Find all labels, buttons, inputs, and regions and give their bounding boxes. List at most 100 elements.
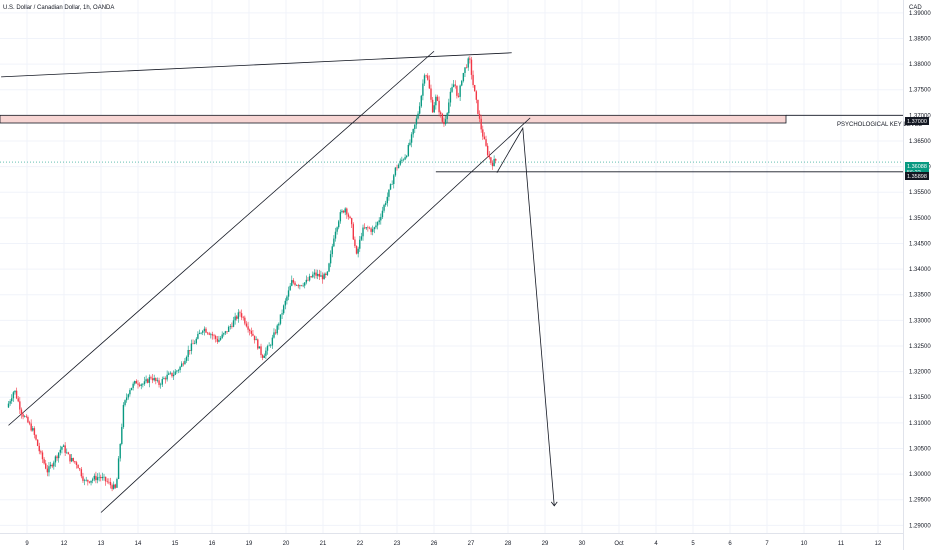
candle-body bbox=[159, 384, 162, 386]
candle-body bbox=[279, 314, 282, 324]
time-tick-label: 27 bbox=[468, 541, 475, 547]
candle-body bbox=[383, 204, 385, 211]
candle-body bbox=[490, 157, 492, 163]
candle-body bbox=[125, 397, 128, 401]
key-level-label: PSYCHOLOGICAL KEY LEVEL bbox=[837, 122, 923, 128]
price-axis[interactable]: 1.39000 1.38500 1.38000 1.37500 1.37000 1.365… bbox=[909, 11, 931, 530]
candle-body bbox=[440, 112, 442, 114]
price-tick-label: 1.37000 bbox=[909, 113, 931, 119]
price-tick-label: 1.38500 bbox=[909, 36, 931, 42]
candle-body bbox=[323, 273, 325, 280]
candle-body bbox=[435, 96, 437, 106]
candle-body bbox=[240, 313, 243, 318]
candle-body bbox=[297, 285, 299, 287]
candle-body bbox=[376, 222, 379, 226]
candle-body bbox=[23, 416, 26, 417]
candle-body bbox=[344, 208, 346, 213]
time-tick-label: 12 bbox=[61, 541, 68, 547]
candle-body bbox=[247, 326, 249, 330]
price-tick-label: 1.34500 bbox=[909, 241, 931, 247]
candle-body bbox=[190, 343, 193, 351]
time-tick-label: 13 bbox=[98, 541, 105, 547]
candle-body bbox=[406, 155, 408, 158]
candle-body bbox=[401, 159, 403, 161]
candle-body bbox=[452, 84, 455, 88]
lower-channel-line bbox=[100, 117, 531, 513]
candle-body bbox=[19, 401, 21, 410]
candle-body bbox=[127, 394, 129, 398]
candle-body bbox=[208, 333, 210, 335]
time-tick-label: 23 bbox=[394, 541, 401, 547]
candle-body bbox=[373, 227, 376, 230]
candle-body bbox=[232, 320, 235, 327]
support-level-value: 1.35898 bbox=[907, 174, 927, 180]
candle-body bbox=[318, 273, 320, 277]
candle-body bbox=[164, 378, 167, 380]
candle-body bbox=[295, 285, 298, 286]
candle-body bbox=[359, 239, 361, 249]
candle-body bbox=[378, 220, 380, 223]
candle-body bbox=[33, 428, 36, 435]
candle-body bbox=[420, 95, 422, 107]
candle-body bbox=[56, 456, 58, 459]
price-tick-label: 1.31500 bbox=[909, 395, 931, 401]
price-tick-label: 1.32500 bbox=[909, 344, 931, 350]
candle-body bbox=[104, 476, 107, 482]
current-price-value: 1.36088 bbox=[907, 164, 927, 170]
candle-body bbox=[179, 366, 181, 371]
candle-body bbox=[422, 83, 424, 96]
top-resistance-line bbox=[1, 52, 512, 78]
candle-body bbox=[108, 481, 110, 483]
candle-body bbox=[153, 378, 155, 381]
candle-body bbox=[114, 484, 117, 488]
candle-body bbox=[467, 58, 469, 68]
candle-body bbox=[9, 401, 11, 404]
candle-body bbox=[134, 381, 136, 384]
price-tick-label: 1.35000 bbox=[909, 216, 931, 222]
candle-body bbox=[325, 273, 327, 275]
candle-body bbox=[49, 464, 52, 467]
candle-body bbox=[367, 227, 369, 228]
price-tick-label: 1.39000 bbox=[909, 11, 931, 17]
candle-body bbox=[491, 162, 494, 167]
candle-body bbox=[312, 274, 314, 278]
candle-body bbox=[77, 464, 79, 469]
projection-arrowhead bbox=[550, 501, 558, 507]
candle-body bbox=[85, 479, 87, 481]
time-tick-label: 9 bbox=[25, 541, 29, 547]
candle-body bbox=[57, 452, 60, 459]
candle-body bbox=[234, 316, 236, 321]
candle-body bbox=[286, 296, 288, 301]
candle-body bbox=[111, 485, 113, 489]
candle-body bbox=[189, 350, 191, 351]
resistance-zone bbox=[0, 114, 903, 124]
candle-body bbox=[202, 331, 204, 333]
candle-body bbox=[477, 99, 479, 114]
candle-body bbox=[138, 384, 141, 386]
candle-body bbox=[163, 378, 165, 380]
candle-body bbox=[98, 476, 100, 478]
candle-body bbox=[399, 160, 401, 165]
time-tick-label: 15 bbox=[172, 541, 179, 547]
candle-body bbox=[248, 329, 251, 331]
candle-body bbox=[486, 145, 489, 156]
candle-body bbox=[166, 374, 168, 380]
time-axis[interactable]: 9 12 13 14 15 16 19 20 21 22 23 26 27 28 29 30 Oct 4 5 6 7 10… bbox=[25, 541, 882, 547]
candle-body bbox=[386, 196, 388, 204]
candle-body bbox=[462, 72, 465, 81]
price-tick-label: 1.38000 bbox=[909, 62, 931, 68]
time-tick-label: 5 bbox=[691, 541, 695, 547]
candle-body bbox=[357, 248, 359, 254]
candle-body bbox=[380, 217, 382, 221]
candle-body bbox=[465, 67, 468, 68]
candle-body bbox=[456, 85, 458, 96]
candle-body bbox=[74, 461, 76, 463]
candle-body bbox=[206, 332, 209, 334]
candle-body bbox=[443, 121, 445, 125]
candle-body bbox=[305, 279, 308, 283]
candle-body bbox=[493, 159, 495, 167]
time-tick-label: 22 bbox=[357, 541, 364, 547]
candle-body bbox=[433, 105, 435, 113]
